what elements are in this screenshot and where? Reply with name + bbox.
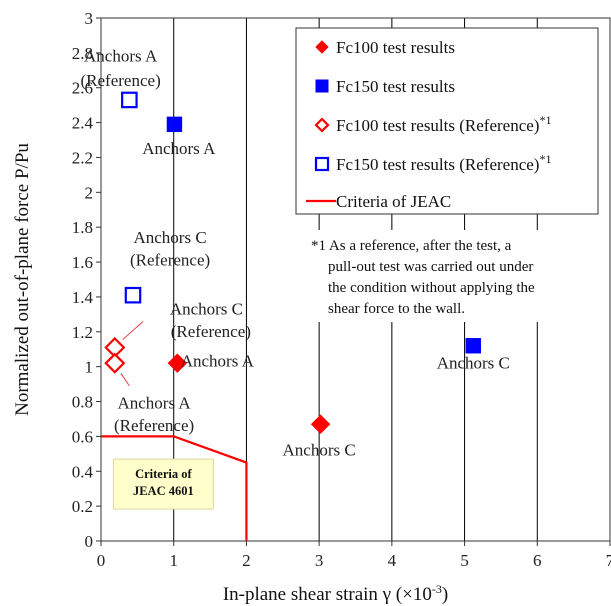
y-tick-label: 1.4 [72, 288, 94, 307]
legend-entry-label: Fc150 test results (Reference) [336, 155, 539, 174]
criteria-box-bg [112, 458, 214, 510]
y-tick-label: 3 [85, 9, 94, 28]
point-annotation: Anchors C [133, 228, 206, 247]
legend-entry-superscript: *1 [539, 113, 551, 127]
x-tick-label: 5 [460, 551, 469, 570]
point-annotation: Anchors A [181, 352, 255, 371]
x-axis-label-superscript: -3 [432, 582, 442, 596]
x-axis-label-main: In-plane shear strain γ (×10 [223, 584, 432, 605]
data-point [104, 352, 126, 374]
data-point [124, 286, 142, 304]
x-tick-label: 0 [97, 551, 106, 570]
point-annotation: Anchors C [170, 299, 243, 318]
footnote-line: pull-out test was carried out under [328, 259, 533, 275]
y-tick-label: 1.2 [72, 323, 93, 342]
point-annotation: (Reference) [130, 251, 210, 270]
leader-line [120, 372, 130, 387]
y-axis-label: Normalized out-of-plane force P/Pu [12, 143, 33, 416]
legend-entry: Criteria of JEAC [336, 192, 451, 211]
point-annotation: (Reference) [81, 71, 161, 90]
criteria-line [101, 435, 248, 541]
criteria-polyline [101, 435, 248, 541]
legend-entry-label: Criteria of JEAC [336, 192, 451, 211]
y-tick-label: 2.6 [72, 79, 93, 98]
legend-entry-label: Fc100 test results (Reference) [336, 116, 539, 135]
y-tick-label: 1 [85, 358, 94, 377]
y-tick-label: 0 [85, 532, 94, 551]
legend-marker [314, 156, 330, 172]
legend-marker [315, 40, 329, 54]
y-tick-label: 0.6 [72, 427, 93, 446]
y-tick-label: 0.8 [72, 393, 93, 412]
data-points [104, 91, 481, 434]
data-point [166, 116, 183, 133]
point-annotations: Anchors A (Reference) Anchors A Anchors C (R… [81, 47, 510, 460]
footnote-line: shear force to the wall. [328, 301, 465, 317]
footnote-line: *1 As a reference, after the test, a [311, 238, 512, 254]
footnote-text: As a reference, after the test, a [326, 238, 512, 254]
leader-line [122, 320, 144, 340]
x-tick-label: 3 [315, 551, 324, 570]
y-tick-label: 0.2 [72, 497, 93, 516]
x-axis-label-end: ) [442, 584, 448, 605]
legend-entry: Fc150 test results [336, 77, 455, 96]
y-axis-ticks: 0 0.2 0.4 0.6 0.8 1 1.2 1.4 1.6 1.8 2 2.2 2.4 2.6 2.8 3 [72, 9, 101, 551]
data-point [465, 338, 481, 354]
point-annotation: Anchors C [437, 353, 510, 372]
legend-marker [315, 79, 329, 93]
point-annotation: Anchors A [142, 139, 216, 158]
point-annotation: (Reference) [114, 416, 194, 435]
legend-box [295, 27, 599, 215]
point-annotation: Anchors A [84, 47, 158, 66]
annotation-leader-lines [120, 320, 144, 387]
criteria-label-box: Criteria of JEAC 4601 [112, 458, 214, 510]
data-point [167, 353, 188, 373]
y-tick-label: 2.4 [72, 114, 94, 133]
y-tick-label: 1.8 [72, 218, 93, 237]
plot-frame [100, 17, 611, 542]
legend-entry: Fc150 test results (Reference)*1 [336, 152, 551, 174]
legend-entry-label: Fc100 test results [336, 38, 455, 57]
x-tick-label: 6 [533, 551, 542, 570]
x-tick-label: 2 [242, 551, 251, 570]
criteria-box-text: Criteria of [135, 467, 192, 481]
legend-entry-label: Fc150 test results [336, 77, 455, 96]
y-tick-label: 2.2 [72, 148, 93, 167]
point-annotation: (Reference) [171, 322, 251, 341]
legend-marker [314, 117, 330, 133]
x-tick-label: 4 [388, 551, 397, 570]
y-tick-label: 2.8 [72, 44, 93, 63]
y-tick-label: 1.6 [72, 253, 93, 272]
point-annotation: Anchors A [117, 394, 191, 413]
legend-entry-superscript: *1 [539, 152, 551, 166]
footnote-mark: *1 [311, 238, 326, 254]
y-tick-label: 2 [85, 183, 94, 202]
x-axis-ticks: 0 1 2 3 4 5 6 7 [97, 541, 611, 570]
legend-entry: Fc100 test results (Reference)*1 [336, 113, 551, 135]
footnote-background [308, 230, 598, 322]
data-point [121, 91, 138, 109]
data-point [310, 414, 331, 434]
legend-entry: Fc100 test results [336, 38, 455, 57]
x-tick-label: 7 [606, 551, 611, 570]
x-tick-label: 1 [169, 551, 178, 570]
x-axis-label: In-plane shear strain γ (×10-3) [223, 582, 448, 605]
legend: Fc100 test results Fc150 test results Fc10… [295, 27, 599, 322]
footnote-line: the condition without applying the [328, 280, 535, 296]
y-tick-label: 0.4 [72, 462, 94, 481]
criteria-box-text: JEAC 4601 [133, 484, 194, 498]
point-annotation: Anchors C [283, 441, 356, 460]
